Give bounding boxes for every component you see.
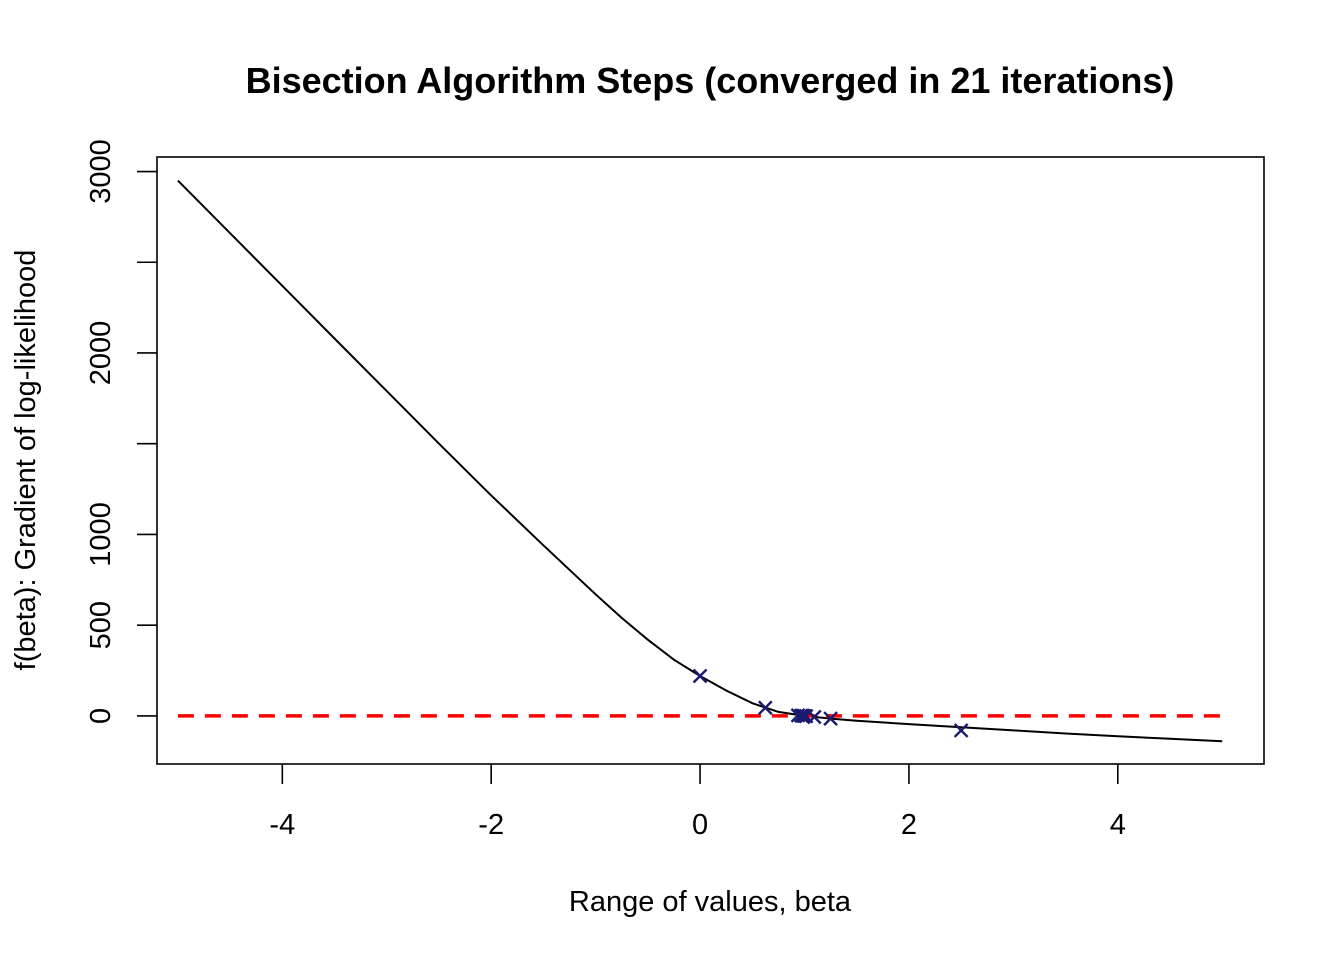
bisection-step-marker [692,668,708,684]
y-tick-label: 0 [85,708,117,724]
bisection-step-marker [757,700,773,716]
y-tick-label: 500 [85,601,117,649]
plot-frame [156,156,1265,765]
series-layer [177,179,1223,743]
y-tick-label: 2000 [85,321,117,386]
y-tick-label: 1000 [85,502,117,567]
marker-stroke [757,700,773,716]
chart-title: Bisection Algorithm Steps (converged in … [246,60,1175,101]
y-axis: 0 500 1000 2000 3000 [85,139,157,724]
x-tick-label: -2 [478,809,504,841]
marker-stroke [806,709,822,725]
bisection-step-marker [953,723,969,738]
x-tick-label: 4 [1110,809,1126,841]
x-tick-label: -4 [269,809,295,841]
bisection-step-marker [806,709,822,725]
x-tick-label: 0 [692,809,708,841]
marker-stroke [953,723,969,738]
bisection-step-marker [823,711,838,726]
marker-stroke [692,668,708,684]
x-axis-label: Range of values, beta [569,886,852,918]
y-tick-label: 3000 [85,139,117,204]
y-axis-label: f(beta): Gradient of log-likelihood [10,250,42,671]
x-axis: -4 -2 0 2 4 [269,764,1126,841]
gradient-curve [177,179,1223,743]
x-tick-label: 2 [901,809,917,841]
marker-stroke [823,711,838,726]
